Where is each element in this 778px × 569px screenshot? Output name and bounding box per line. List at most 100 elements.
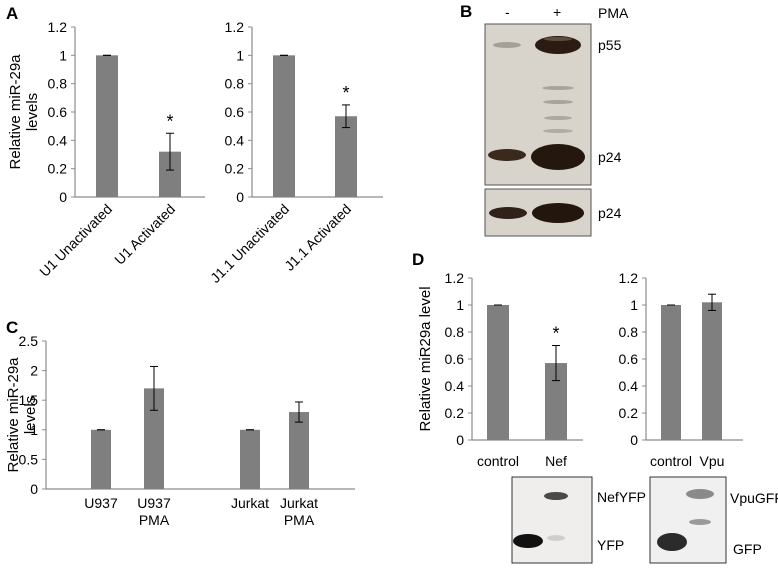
chart-d2-bar [702,302,722,440]
chart-c-ylabel-line1: Relative miR-29a [5,357,22,473]
chart-a1-ytick-label: 1 [59,47,67,63]
chart-a1-ylabel: Relative miR-29alevels [7,54,41,170]
chart-d2-ytick-label: 1 [630,297,638,313]
chart-c-bar [144,388,164,489]
chart-a1-ytick-label: 0.6 [48,104,68,120]
chart-c-ytick-label: 2 [30,363,38,379]
blot-d-nef-band-yfp [513,534,543,548]
chart-a2-ytick-label: 0 [236,189,244,205]
chart-a2-bar [273,55,295,198]
chart-c-category-label-line: PMA [284,512,315,528]
blot-b-label-p24: p24 [598,149,622,165]
chart-a1-category-label: U1 Activated [111,201,178,268]
chart-d2: 0 0.2 0.4 0.6 0.8 1 1.2 control Vpu [619,270,743,469]
blot-b-label-p55: p55 [598,37,622,53]
chart-c-category-label-line: U937 [137,495,171,511]
chart-c-category-label-line: U937 [84,495,118,511]
chart-d2-ytick-label: 0 [630,432,638,448]
chart-d2-ytick-label: 0.2 [619,405,639,421]
chart-c-bar [91,429,111,489]
panel-letter-b: B [460,2,472,21]
blot-b-p55-band-lane2 [535,36,581,54]
chart-c-ytick-label: 1.5 [19,392,39,408]
blot-d-vpu-band-vpugfp [686,489,714,499]
chart-c-bar [289,412,309,489]
chart-c-category-label: Jurkat [231,495,269,511]
chart-d2-ytick-label: 1.2 [619,270,639,286]
blot-b-lane-minus: - [505,4,510,20]
blot-b-p24-band-lane2 [531,144,585,170]
chart-c-category-label: U937 PMA [137,495,171,528]
chart-c-category-label: Jurkat PMA [280,495,318,528]
blot-d-label-gfp: GFP [733,541,762,557]
chart-a1-bar [159,151,181,197]
chart-d2-ytick-label: 0.4 [619,378,639,394]
chart-d1-significance-mark: * [552,324,559,344]
chart-a2-significance-mark: * [342,83,349,103]
blot-b-p55-band-lane2-highlight [544,37,572,41]
chart-c-category-label-line: Jurkat [231,495,269,511]
blot-b-p55-band-lane1 [493,42,521,48]
chart-a2-ytick-label: 0.8 [225,76,245,92]
chart-d1-ytick-label: 0.4 [445,378,465,394]
chart-a1-category-label: U1 Unactivated [36,201,115,280]
chart-c-ytick-label: 0 [30,481,38,497]
chart-d1-ylabel: Relative miR29a level [417,286,434,431]
blot-b-minor-band-4 [543,129,573,133]
blot-b-minor-band-1 [542,86,574,90]
blot-d-label-vpugfp: VpuGFP [730,490,778,506]
chart-d1-ytick-label: 1.2 [445,270,465,286]
blot-b-minor-band-3 [544,116,572,120]
blot-d-nef-band-faint [547,535,565,541]
chart-d1-ytick-label: 1 [456,297,464,313]
chart-a2: 0 0.2 0.4 0.6 0.8 1 1.2 J1.1 Unactivated * J1.1 A… [207,19,383,286]
chart-a2-category-label: J1.1 Activated [281,201,354,274]
chart-c-ytick-label: 1 [30,422,38,438]
chart-a1-ytick-label: 0.2 [48,161,68,177]
chart-d1-bar [487,305,509,440]
panel-letter-d: D [412,250,424,269]
chart-a2-category-label: J1.1 Unactivated [207,201,292,286]
chart-d1-ytick-label: 0.6 [445,351,465,367]
blot-d-vpu-band-gfp [657,533,687,551]
chart-c-bar [240,429,260,489]
chart-d2-category-label: control [650,453,692,469]
chart-a1: 0 0.2 0.4 0.6 0.8 1 1.2 Relative miR-29alevels U… [7,19,205,280]
blot-d-label-nefyfp: NefYFP [597,489,646,505]
chart-a1-ytick-label: 0.8 [48,76,68,92]
blot-d-nef-membrane [511,476,593,564]
blot-b-minor-band-2 [543,100,573,104]
blot-d-vpu: VpuGFP GFP [649,476,778,564]
chart-a1-significance-mark: * [166,111,173,131]
chart-d1-ytick-label: 0.8 [445,324,465,340]
chart-d2-bar [661,305,681,440]
chart-a2-ytick-label: 1.2 [225,19,245,35]
blot-b-lane-plus: + [553,4,561,20]
chart-d2-category-label: Vpu [700,453,725,469]
blot-b: - + PMA p55 p24 p24 [484,4,629,237]
blot-d-nef-band-nefyfp [544,492,568,500]
chart-a1-ytick-label: 0.4 [48,132,68,148]
chart-d1-bar [545,363,567,440]
blot-d-label-yfp: YFP [597,537,624,553]
chart-d1: 0 0.2 0.4 0.6 0.8 1 1.2 Relative miR29a level co… [417,270,583,469]
chart-a1-ylabel-line2: levels [24,93,41,131]
chart-c-ytick-label: 0.5 [19,451,39,467]
blot-d-nef: NefYFP YFP [511,476,646,564]
chart-d1-category-label: Nef [545,453,567,469]
chart-d2-ytick-label: 0.6 [619,351,639,367]
chart-a2-bar [335,116,357,197]
panel-letter-c: C [6,318,18,337]
chart-c-category-label: U937 [84,495,118,511]
chart-c-category-label-line: PMA [139,512,170,528]
blot-b-treatment: PMA [598,5,629,21]
blot-b-label-p24-bottom: p24 [598,205,622,221]
chart-a1-bar [96,55,118,198]
chart-a2-ytick-label: 1 [236,47,244,63]
chart-a2-ytick-label: 0.4 [225,132,245,148]
blot-b-p24-band-lane1 [488,149,526,161]
chart-a2-ytick-label: 0.6 [225,104,245,120]
panel-letter-a: A [6,4,18,23]
chart-c-ylabel: Relative miR-29alevels [5,357,39,473]
